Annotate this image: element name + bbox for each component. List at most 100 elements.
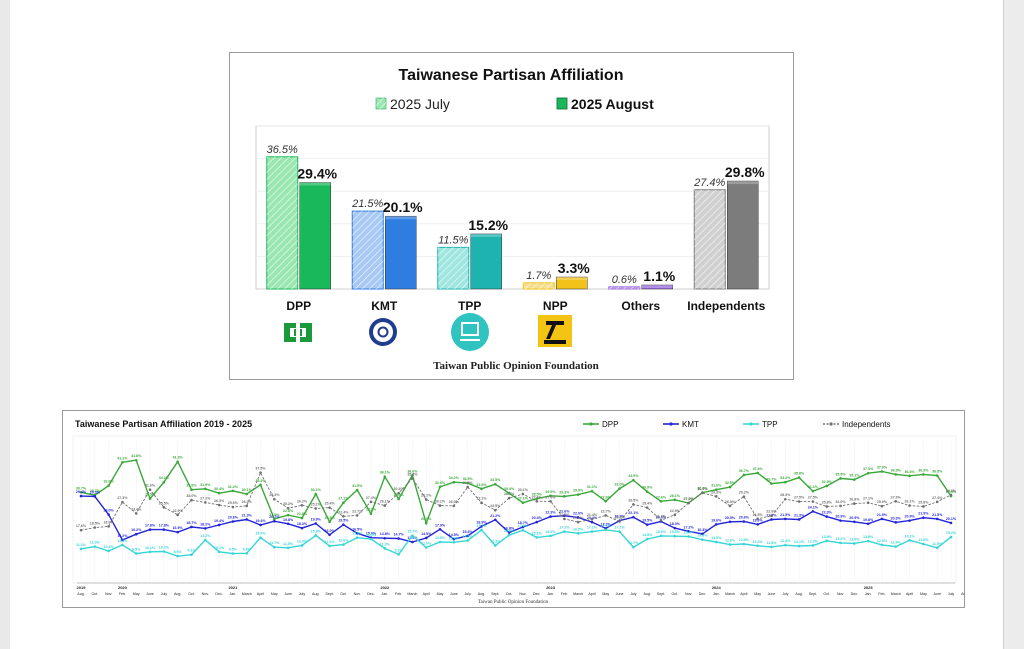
point-label-independents: 27.5%: [794, 496, 805, 500]
series-line-independents: [80, 471, 952, 531]
point-label-tpp: 13.0%: [849, 537, 860, 541]
point-tpp: [424, 546, 428, 549]
npp-logo: [538, 315, 572, 347]
x-tick-month: April: [740, 592, 747, 596]
point-tpp: [922, 542, 925, 546]
point-dpp: [797, 476, 801, 479]
point-label-dpp: 30.4%: [214, 487, 225, 491]
x-tick-month: July: [782, 592, 789, 596]
point-label-kmt: 19.4%: [214, 519, 225, 523]
point-label-dpp: 32.9%: [822, 480, 833, 484]
x-tick-year: 2023: [546, 585, 556, 590]
point-label-dpp: 28.5%: [145, 493, 156, 497]
x-tick-month: Jan.: [547, 592, 554, 596]
point-kmt: [383, 536, 387, 540]
x-tick-month: Aug.: [795, 592, 802, 596]
point-tpp: [783, 543, 787, 547]
point-label-dpp: 32.5%: [725, 481, 736, 485]
point-label-dpp: 20.0%: [421, 517, 432, 521]
point-label-tpp: 15.9%: [504, 529, 515, 533]
point-label-tpp: 12.3%: [808, 539, 819, 543]
bar-august-others: [641, 284, 673, 290]
point-label-tpp: 17.1%: [614, 526, 625, 530]
point-tpp: [673, 534, 677, 538]
point-independents: [811, 500, 815, 503]
x-tick-year: 2021: [228, 585, 238, 590]
point-label-kmt: 19.8%: [283, 518, 294, 522]
point-dpp: [604, 499, 608, 503]
point-label-kmt: 19.5%: [642, 519, 653, 523]
point-kmt: [93, 495, 97, 498]
point-kmt: [190, 525, 193, 529]
point-tpp: [493, 544, 497, 547]
x-tick-month: Sept.: [325, 592, 333, 596]
point-label-kmt: 16.0%: [324, 529, 335, 533]
point-dpp: [922, 473, 925, 476]
point-dpp: [480, 487, 483, 491]
point-label-kmt: 16.5%: [352, 527, 363, 531]
point-label-kmt: 14.5%: [449, 533, 460, 537]
x-tick-month: June: [616, 592, 624, 596]
point-tpp: [714, 540, 718, 544]
point-dpp: [134, 458, 138, 462]
x-tick-month: June: [146, 592, 154, 596]
point-dpp: [659, 499, 663, 503]
point-kmt: [231, 520, 235, 523]
point-kmt: [714, 523, 718, 526]
point-independents: [908, 504, 911, 507]
point-tpp: [300, 544, 304, 547]
point-tpp: [535, 536, 539, 539]
point-kmt: [576, 516, 580, 519]
point-label-tpp: 12.3%: [490, 539, 501, 543]
point-kmt: [162, 528, 166, 531]
point-independents: [576, 520, 580, 524]
point-independents: [549, 499, 552, 503]
point-label-tpp: 11.7%: [269, 541, 280, 545]
point-label-independents: 25.2%: [283, 502, 294, 506]
point-dpp: [935, 474, 939, 477]
point-label-independents: 22.6%: [766, 510, 777, 514]
point-label-tpp: 15.0%: [255, 532, 266, 536]
point-label-tpp: 15.1%: [532, 531, 543, 535]
x-tick-month: Dec.: [367, 592, 374, 596]
point-tpp: [618, 530, 621, 533]
x-tick-month: April: [588, 592, 595, 596]
point-label-tpp: 14.0%: [463, 535, 474, 539]
point-independents: [935, 500, 939, 504]
x-tick-month: Oct.: [340, 592, 347, 596]
point-kmt: [770, 518, 773, 521]
point-dpp: [756, 471, 759, 475]
kmt-logo: [369, 318, 397, 346]
bar-label-july-dpp: 36.5%: [267, 144, 298, 156]
point-tpp: [866, 539, 870, 543]
x-tick-month: May: [754, 592, 761, 596]
point-kmt: [342, 523, 345, 526]
point-label-tpp: 12.6%: [338, 539, 349, 543]
point-label-kmt: 14.7%: [394, 533, 405, 537]
series-line-kmt: [80, 495, 952, 543]
point-independents: [618, 520, 621, 523]
point-tpp: [770, 545, 773, 549]
point-label-independents: 27.2%: [200, 496, 211, 500]
point-tpp: [397, 553, 400, 556]
point-dpp: [866, 471, 870, 475]
point-dpp: [618, 487, 621, 490]
point-label-tpp: 14.3%: [697, 534, 708, 538]
point-label-independents: 25.6%: [228, 501, 239, 505]
point-label-dpp: 27.6%: [601, 495, 612, 499]
series-line-dpp: [80, 459, 952, 526]
point-tpp: [949, 535, 953, 539]
point-label-dpp: 20.5%: [324, 516, 335, 520]
point-tpp: [314, 534, 318, 537]
point-kmt: [480, 525, 483, 528]
point-label-independents: 27.0%: [684, 497, 695, 501]
point-kmt: [701, 532, 704, 536]
x-tick-month: Oct.: [506, 592, 513, 596]
point-tpp: [659, 534, 663, 538]
point-tpp: [273, 545, 276, 549]
point-label-kmt: 16.3%: [697, 528, 708, 532]
point-label-kmt: 20.9%: [614, 515, 625, 519]
point-tpp: [880, 543, 884, 547]
point-kmt: [328, 533, 331, 537]
point-label-tpp: 9.6%: [243, 547, 252, 551]
